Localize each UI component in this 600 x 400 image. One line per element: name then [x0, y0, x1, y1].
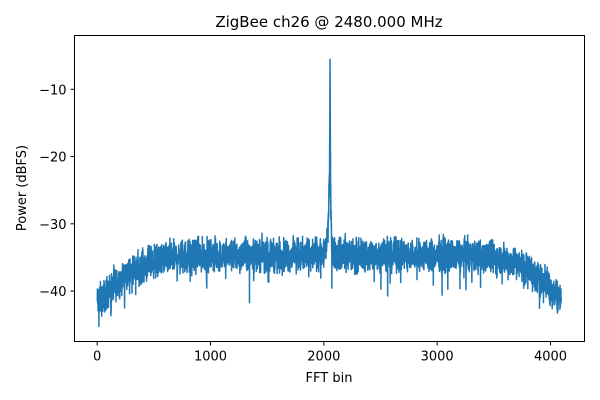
series-layer [96, 58, 563, 328]
y-axis-label: Power (dBFS) [15, 145, 30, 231]
x-tick-label: 1000 [194, 350, 227, 365]
x-tick-label: 0 [93, 350, 101, 365]
chart-title: ZigBee ch26 @ 2480.000 MHz [215, 13, 442, 31]
x-tick-label: 4000 [534, 350, 567, 365]
y-axis: −40 −30 −20 −10 [39, 83, 75, 300]
y-tick-label: −40 [39, 285, 66, 300]
y-tick-label: −20 [39, 151, 66, 166]
y-tick-label: −30 [39, 218, 66, 233]
x-tick-label: 2000 [307, 350, 340, 365]
y-tick-label: −10 [39, 83, 66, 98]
x-tick-label: 3000 [421, 350, 454, 365]
plot-frame [74, 35, 585, 342]
x-axis: 0 1000 2000 3000 4000 [93, 341, 567, 365]
spectrum-line [96, 58, 563, 328]
x-axis-label: FFT bin [306, 371, 353, 386]
